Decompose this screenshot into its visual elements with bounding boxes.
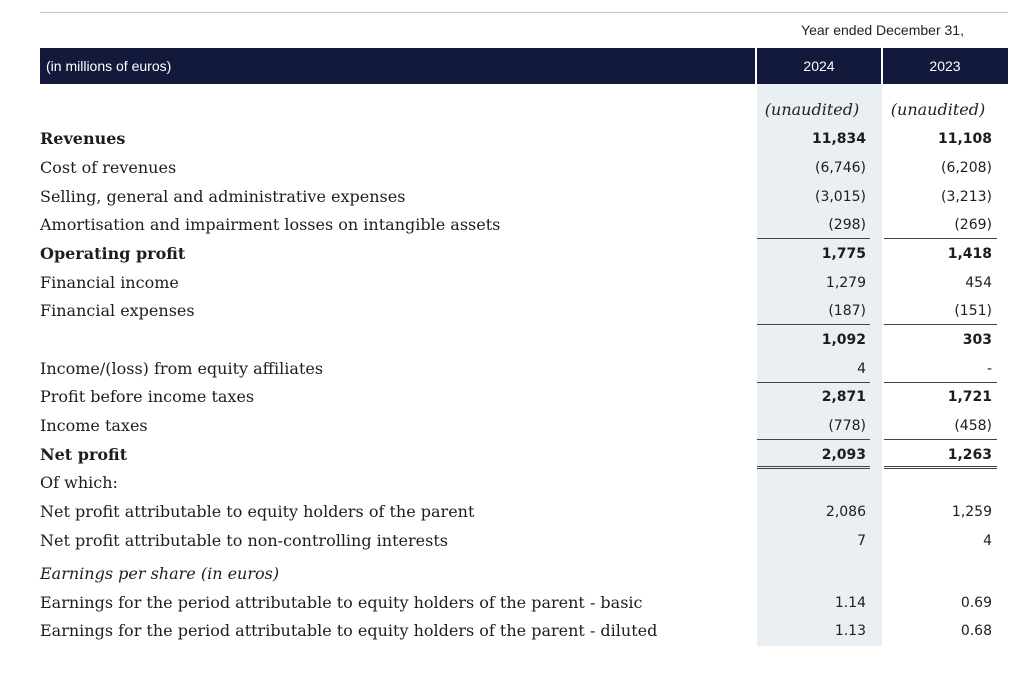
value-2023-profit-before-tax: 1,721 xyxy=(947,389,992,405)
row-label-profit-parent: Net profit attributable to equity holder… xyxy=(40,502,475,521)
value-2023-amortisation: (269) xyxy=(954,217,992,233)
value-2024-cost-of-revenues: (6,746) xyxy=(814,160,866,176)
subtotal-rule xyxy=(884,238,997,239)
value-2024-equity-affiliates: 4 xyxy=(857,361,866,377)
subtotal-rule xyxy=(884,439,997,440)
value-2024-operating-profit: 1,775 xyxy=(821,246,866,262)
column-2024-shading xyxy=(757,84,882,646)
value-2024-net-profit: 2,093 xyxy=(821,447,866,463)
value-2024-profit-nci: 7 xyxy=(857,533,866,549)
value-2024-income-taxes: (778) xyxy=(828,418,866,434)
value-2023-sga: (3,213) xyxy=(940,189,992,205)
row-label-profit-nci: Net profit attributable to non-controlli… xyxy=(40,531,448,550)
header-separator xyxy=(755,48,757,84)
value-2024-sga: (3,015) xyxy=(814,189,866,205)
value-2023-financial-income: 454 xyxy=(965,275,992,291)
row-label-equity-affiliates: Income/(loss) from equity affiliates xyxy=(40,359,324,378)
row-label-net-profit: Net profit xyxy=(40,445,128,464)
row-label-operating-profit: Operating profit xyxy=(40,244,186,263)
section-heading-eps: Earnings per share (in euros) xyxy=(40,564,280,583)
value-2024-revenues: 11,834 xyxy=(811,131,866,147)
units-label: (in millions of euros) xyxy=(46,58,172,74)
row-label-eps-diluted: Earnings for the period attributable to … xyxy=(40,621,658,640)
value-2024-eps-basic: 1.14 xyxy=(834,595,866,611)
value-2024-eps-diluted: 1.13 xyxy=(834,623,866,639)
column-header-2024: 2024 xyxy=(803,58,835,74)
audit-status-2024: (unaudited) xyxy=(764,100,860,119)
top-rule xyxy=(40,12,1008,13)
row-label-amortisation: Amortisation and impairment losses on in… xyxy=(40,215,501,234)
subtotal-rule xyxy=(884,324,997,325)
period-caption: Year ended December 31, xyxy=(801,22,964,38)
total-rule xyxy=(884,466,997,467)
value-2024-amortisation: (298) xyxy=(828,217,866,233)
header-separator xyxy=(881,48,883,84)
value-2024-net-financial: 1,092 xyxy=(821,332,866,348)
value-2024-financial-expenses: (187) xyxy=(828,303,866,319)
value-2024-financial-income: 1,279 xyxy=(825,275,866,291)
value-2023-financial-expenses: (151) xyxy=(954,303,992,319)
audit-status-2023: (unaudited) xyxy=(890,100,986,119)
value-2023-net-profit: 1,263 xyxy=(947,447,992,463)
row-label-revenues: Revenues xyxy=(40,129,126,148)
subtotal-rule xyxy=(757,324,870,325)
value-2023-equity-affiliates: - xyxy=(986,361,992,377)
subtotal-rule xyxy=(757,439,870,440)
value-2023-income-taxes: (458) xyxy=(954,418,992,434)
value-2023-operating-profit: 1,418 xyxy=(947,246,992,262)
total-rule xyxy=(757,466,870,467)
row-label-income-taxes: Income taxes xyxy=(40,416,148,435)
value-2023-cost-of-revenues: (6,208) xyxy=(940,160,992,176)
value-2023-eps-basic: 0.69 xyxy=(960,595,992,611)
table-header-band xyxy=(40,48,1008,84)
row-label-eps-basic: Earnings for the period attributable to … xyxy=(40,593,643,612)
value-2024-profit-parent: 2,086 xyxy=(825,504,866,520)
row-label-of-which: Of which: xyxy=(40,473,118,492)
value-2023-net-financial: 303 xyxy=(962,332,992,348)
value-2023-profit-parent: 1,259 xyxy=(951,504,992,520)
column-header-2023: 2023 xyxy=(929,58,961,74)
total-rule xyxy=(757,468,870,469)
row-label-sga: Selling, general and administrative expe… xyxy=(40,187,406,206)
value-2023-profit-nci: 4 xyxy=(983,533,992,549)
total-rule xyxy=(884,468,997,469)
row-label-cost-of-revenues: Cost of revenues xyxy=(40,158,177,177)
row-label-financial-income: Financial income xyxy=(40,273,179,292)
value-2023-revenues: 11,108 xyxy=(937,131,992,147)
subtotal-rule xyxy=(757,238,870,239)
subtotal-rule xyxy=(757,382,870,383)
value-2024-profit-before-tax: 2,871 xyxy=(821,389,866,405)
row-label-profit-before-tax: Profit before income taxes xyxy=(40,387,255,406)
value-2023-eps-diluted: 0.68 xyxy=(960,623,992,639)
subtotal-rule xyxy=(884,382,997,383)
row-label-financial-expenses: Financial expenses xyxy=(40,301,195,320)
